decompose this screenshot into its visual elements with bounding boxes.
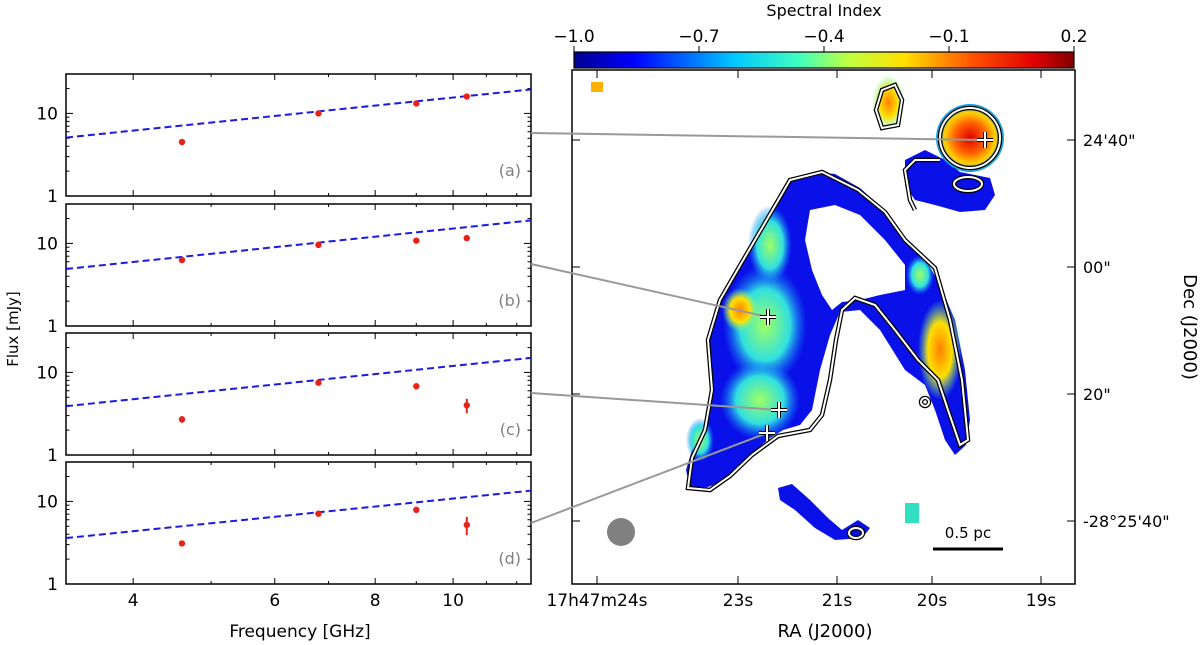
fit-line [65, 489, 532, 540]
y-tick-label: 10 [36, 492, 58, 512]
panel-label: (d) [498, 549, 521, 568]
y-tick-label: 10 [36, 104, 58, 124]
y-tick-label: 10 [36, 234, 58, 254]
colorbar-tick-label: −0.7 [678, 27, 719, 47]
x-tick-label: 8 [370, 591, 381, 611]
panel-frame [65, 332, 532, 456]
x-tick-label: 10 [442, 591, 464, 611]
dec-tick-label: 20" [1083, 385, 1111, 404]
y-tick-label: 1 [47, 317, 58, 337]
scale-bar-label: 0.5 pc [945, 524, 991, 542]
y-tick-label: 10 [36, 363, 58, 383]
dec-axis-label: Dec (J2000) [1179, 274, 1200, 380]
scale-bar: 0.5 pc [933, 524, 1003, 551]
data-point [178, 138, 186, 146]
dec-tick-label: -28°25'40" [1083, 512, 1170, 531]
ra-tick-label: 19s [1026, 591, 1057, 611]
connector-line [530, 432, 768, 524]
ra-tick-label: 21s [822, 591, 853, 611]
data-point [413, 383, 420, 390]
connector-line [530, 132, 986, 141]
data-point [315, 510, 322, 517]
data-point [315, 379, 322, 386]
panel-frame [65, 73, 532, 197]
colorbar-gradient [573, 51, 1075, 69]
data-point [315, 241, 322, 249]
x-tick-label: 6 [269, 591, 280, 611]
dec-tick-label: 24'40" [1083, 131, 1135, 150]
data-point [463, 402, 470, 409]
data-point [413, 506, 420, 514]
data-point [463, 234, 470, 242]
colorbar-tick-label: −1.0 [553, 27, 594, 47]
sed-panel: 1 10 (b) [36, 203, 532, 337]
fit-line [65, 356, 532, 408]
ra-tick-label: 23s [723, 591, 754, 611]
beam-marker [607, 518, 635, 546]
colorbar: Spectral Index −1.0 −0.7 −0.4 −0.1 0.2 [553, 1, 1088, 69]
x-tick-label: 4 [128, 591, 139, 611]
data-point [178, 540, 186, 547]
connector-line [530, 263, 769, 318]
ra-tick-label: 17h47m24s [546, 591, 647, 611]
panel-frame [65, 461, 532, 585]
colorbar-tick-label: −0.4 [803, 27, 844, 47]
fit-line [65, 219, 532, 270]
map-frame [571, 69, 1076, 585]
y-axis-label: Flux [mJy] [4, 291, 22, 367]
data-point [178, 416, 186, 423]
colorbar-tick-label: 0.2 [1060, 27, 1087, 47]
ra-axis-label: RA (J2000) [778, 621, 873, 642]
fit-line [65, 88, 532, 139]
data-point [463, 93, 470, 100]
sed-panel: 1 10 (c) [36, 332, 532, 466]
panel-frame [65, 203, 532, 327]
sed-panel: 1 10 (d) [36, 461, 532, 595]
map-overlay: 17h47m24s 23s 21s 20s 19s 24'40" 00" 20" -28°25'… [530, 70, 1170, 611]
panel-label: (c) [500, 420, 521, 439]
sed-panels: 1 10 (a) 1 10 (b) 1 10 (c) 1 10 (d) 4 6 8 10 [36, 73, 532, 611]
dec-tick-label: 00" [1083, 258, 1111, 277]
panel-label: (b) [498, 291, 521, 310]
ra-tick-label: 20s [917, 591, 948, 611]
data-point [463, 521, 470, 529]
data-point [413, 237, 420, 244]
data-point [413, 100, 420, 107]
connector-line [530, 392, 780, 411]
y-tick-label: 1 [47, 187, 58, 207]
data-point [178, 256, 186, 264]
colorbar-title: Spectral Index [766, 1, 881, 20]
y-tick-label: 1 [47, 446, 58, 466]
x-axis-label: Frequency [GHz] [229, 622, 370, 642]
y-tick-label: 1 [47, 575, 58, 595]
panel-label: (a) [499, 161, 521, 180]
colorbar-tick-label: −0.1 [928, 27, 969, 47]
sed-panel: 1 10 (a) [36, 73, 532, 207]
spectral-index-map [571, 69, 1076, 585]
data-point [315, 110, 322, 117]
